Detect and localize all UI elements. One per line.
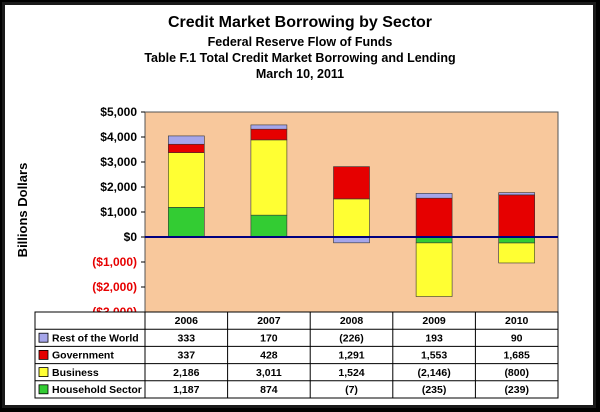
data-label: 333 [178,332,196,344]
data-table [34,311,559,399]
bar-government-2007 [250,128,288,141]
data-label: 1,187 [173,384,199,396]
x-category-label: 2010 [505,315,529,327]
x-category-label: 2006 [175,315,199,327]
legend-entry: Business [52,367,99,379]
data-label: (800) [504,367,529,379]
data-label: (7) [345,384,358,396]
data-label: 1,553 [421,350,447,362]
bar-business-2008 [333,198,370,238]
x-category-label: 2007 [257,315,281,327]
chart-subtitle-line: Table F.1 Total Credit Market Borrowing … [144,51,455,65]
x-category-label: 2009 [422,315,446,327]
x-category-label: 2008 [340,315,364,327]
data-label: 90 [511,332,523,344]
data-label: 170 [260,332,278,344]
data-label: 193 [425,332,443,344]
legend-entry: Household Sector [52,384,142,396]
y-tick-label: $5,000 [100,105,137,119]
chart-title: Credit Market Borrowing by Sector [168,14,432,31]
legend-entry: Rest of the World [52,332,139,344]
legend-swatch [38,384,49,395]
bar-business-2009 [415,242,453,297]
y-tick-label: ($2,000) [92,280,137,294]
legend-swatch [38,367,49,378]
y-tick-label: ($1,000) [92,255,137,269]
bar-business-2007 [250,139,288,216]
data-label: 428 [260,350,278,362]
data-label: 874 [260,384,278,396]
bar-government-2010 [498,194,536,238]
data-label: 337 [178,350,196,362]
bar-rest-of-the-world-2006 [168,135,205,145]
bar-household-sector-2007 [250,214,288,238]
bar-business-2010 [498,242,536,264]
bar-household-sector-2006 [168,207,205,238]
y-tick-label: $1,000 [100,205,137,219]
legend-swatch [38,332,49,343]
y-tick-label: $0 [124,230,138,244]
bar-government-2006 [168,143,205,153]
data-label: (2,146) [417,367,450,379]
legend-entry: Government [52,350,114,362]
data-label: 2,186 [173,367,199,379]
y-tick-label: $2,000 [100,180,137,194]
data-label: (235) [422,384,447,396]
data-label: 1,524 [338,367,364,379]
bar-business-2006 [168,152,205,208]
data-label: 1,685 [504,350,530,362]
bar-rest-of-the-world-2008 [333,236,370,244]
data-label: 3,011 [256,367,282,379]
chart-subtitle-line: Federal Reserve Flow of Funds [208,35,393,49]
bar-rest-of-the-world-2010 [498,192,536,196]
data-label: 1,291 [338,350,364,362]
chart-subtitle-line: March 10, 2011 [256,67,344,81]
legend-swatch [38,349,49,360]
y-axis-label: Billions Dollars [15,163,30,258]
bar-government-2008 [333,166,370,200]
bar-rest-of-the-world-2007 [250,124,288,130]
bar-government-2009 [415,197,453,238]
data-label: (239) [504,384,529,396]
y-tick-label: $3,000 [100,155,137,169]
y-tick-label: $4,000 [100,130,137,144]
data-label: (226) [339,332,364,344]
bar-rest-of-the-world-2009 [415,193,453,199]
